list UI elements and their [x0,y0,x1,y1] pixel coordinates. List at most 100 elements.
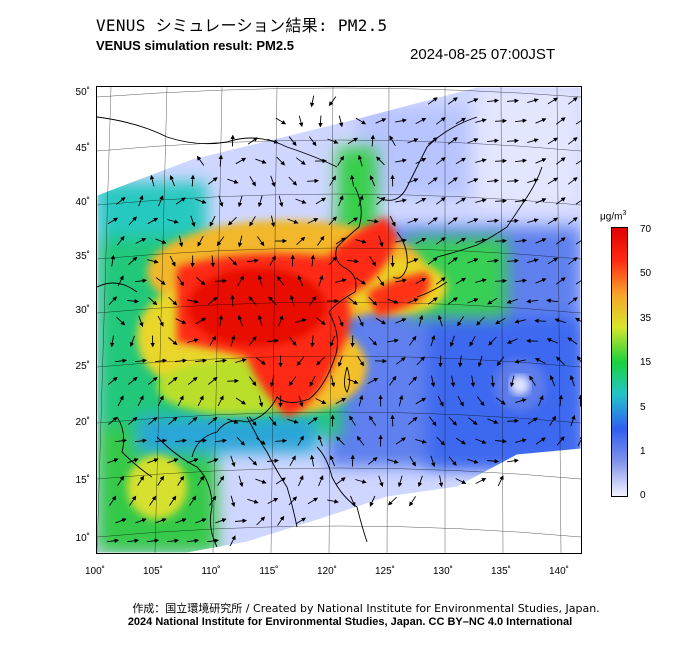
wind-arrow [378,475,384,488]
wind-arrow [534,358,546,364]
wind-arrow [447,97,458,105]
wind-arrow [115,518,127,524]
wind-arrow [255,478,267,484]
wind-arrow [248,416,257,427]
wind-arrow [447,297,458,305]
wind-arrow [514,359,527,364]
lon-tick-115: 115˚ [259,566,279,577]
wind-arrow [455,237,467,245]
wind-arrow [148,376,158,385]
wind-arrow [515,158,527,163]
wind-arrow [256,516,266,526]
wind-arrow [507,218,519,224]
wind-arrow [347,378,359,384]
wind-arrow [376,196,386,205]
wind-arrow [275,477,286,485]
wind-arrow [129,335,135,348]
wind-arrow [377,276,385,287]
wind-arrow [330,375,336,388]
wind-arrow [227,216,237,226]
wind-arrow [437,314,443,327]
wind-arrow [507,258,519,264]
lon-tick-110: 110˚ [201,566,221,577]
wind-arrow [177,475,185,486]
wind-arrow [208,416,218,425]
wind-arrow [268,296,277,306]
wind-arrow [438,475,444,488]
wind-arrow [428,416,437,427]
colorbar-unit: μg/m3 [600,210,626,222]
wind-arrow [577,435,581,447]
wind-arrow [317,235,325,246]
wind-arrow [235,358,247,363]
wind-arrow [116,197,126,205]
wind-arrow [395,318,407,324]
wind-arrow [356,435,365,446]
wind-arrow [417,475,423,488]
wind-arrow [515,238,527,243]
wind-arrow [257,195,263,208]
wind-arrow [230,495,236,508]
wind-arrow [358,194,364,207]
wind-arrow [427,257,438,265]
wind-arrow [409,335,417,346]
wind-arrow [436,436,446,446]
wind-arrow [338,195,344,207]
wind-arrow [567,297,578,305]
wind-arrow [576,355,581,363]
wind-arrow [549,415,557,426]
wind-arrow [475,158,487,163]
wind-arrow [355,239,367,244]
wind-arrow [115,438,127,443]
wind-arrow [315,317,326,325]
wind-arrow [328,216,337,226]
wind-arrow [187,458,199,464]
wind-arrow [395,357,406,365]
wind-arrow [335,237,346,245]
wind-arrow [116,235,125,246]
wind-arrow [287,418,299,424]
wind-arrow [555,237,566,245]
lon-tick-125: 125˚ [374,566,395,577]
wind-arrow [475,278,487,283]
wind-arrow [407,298,419,304]
wind-arrow [447,217,458,225]
wind-arrow [409,456,416,467]
lat-tick-35: 35˚ [75,251,90,262]
wind-arrow [215,518,227,524]
wind-arrow [249,216,256,227]
wind-arrow [275,117,287,125]
wind-arrow [555,197,566,205]
wind-arrow [407,138,419,144]
wind-arrow [527,258,539,264]
wind-arrow [195,358,207,363]
wind-arrow [315,197,327,205]
wind-arrow [108,296,118,306]
colorbar-tick-5: 5 [640,402,646,413]
wind-arrow [475,238,487,243]
wind-arrow [488,336,497,346]
wind-arrow [447,137,458,145]
wind-arrow [135,438,147,443]
wind-arrow [247,137,258,145]
wind-arrow [527,178,539,184]
wind-arrow [435,197,446,205]
wind-arrow [350,174,355,187]
wind-arrow [496,356,505,367]
wind-arrow [495,238,507,244]
wind-arrow [495,158,507,164]
wind-arrow [128,216,137,226]
wind-arrow [169,255,176,267]
wind-arrow [288,376,297,387]
lat-tick-20: 20˚ [75,417,90,428]
colorbar-unit-exponent: 3 [622,210,627,217]
wind-arrow [495,198,507,204]
wind-arrow [335,397,347,404]
wind-arrow [129,495,137,506]
wind-arrow [457,395,464,407]
wind-arrow [195,518,207,524]
wind-arrow [415,197,427,204]
wind-arrow [209,495,217,506]
wind-arrow [257,314,263,327]
wind-arrow [195,438,207,443]
